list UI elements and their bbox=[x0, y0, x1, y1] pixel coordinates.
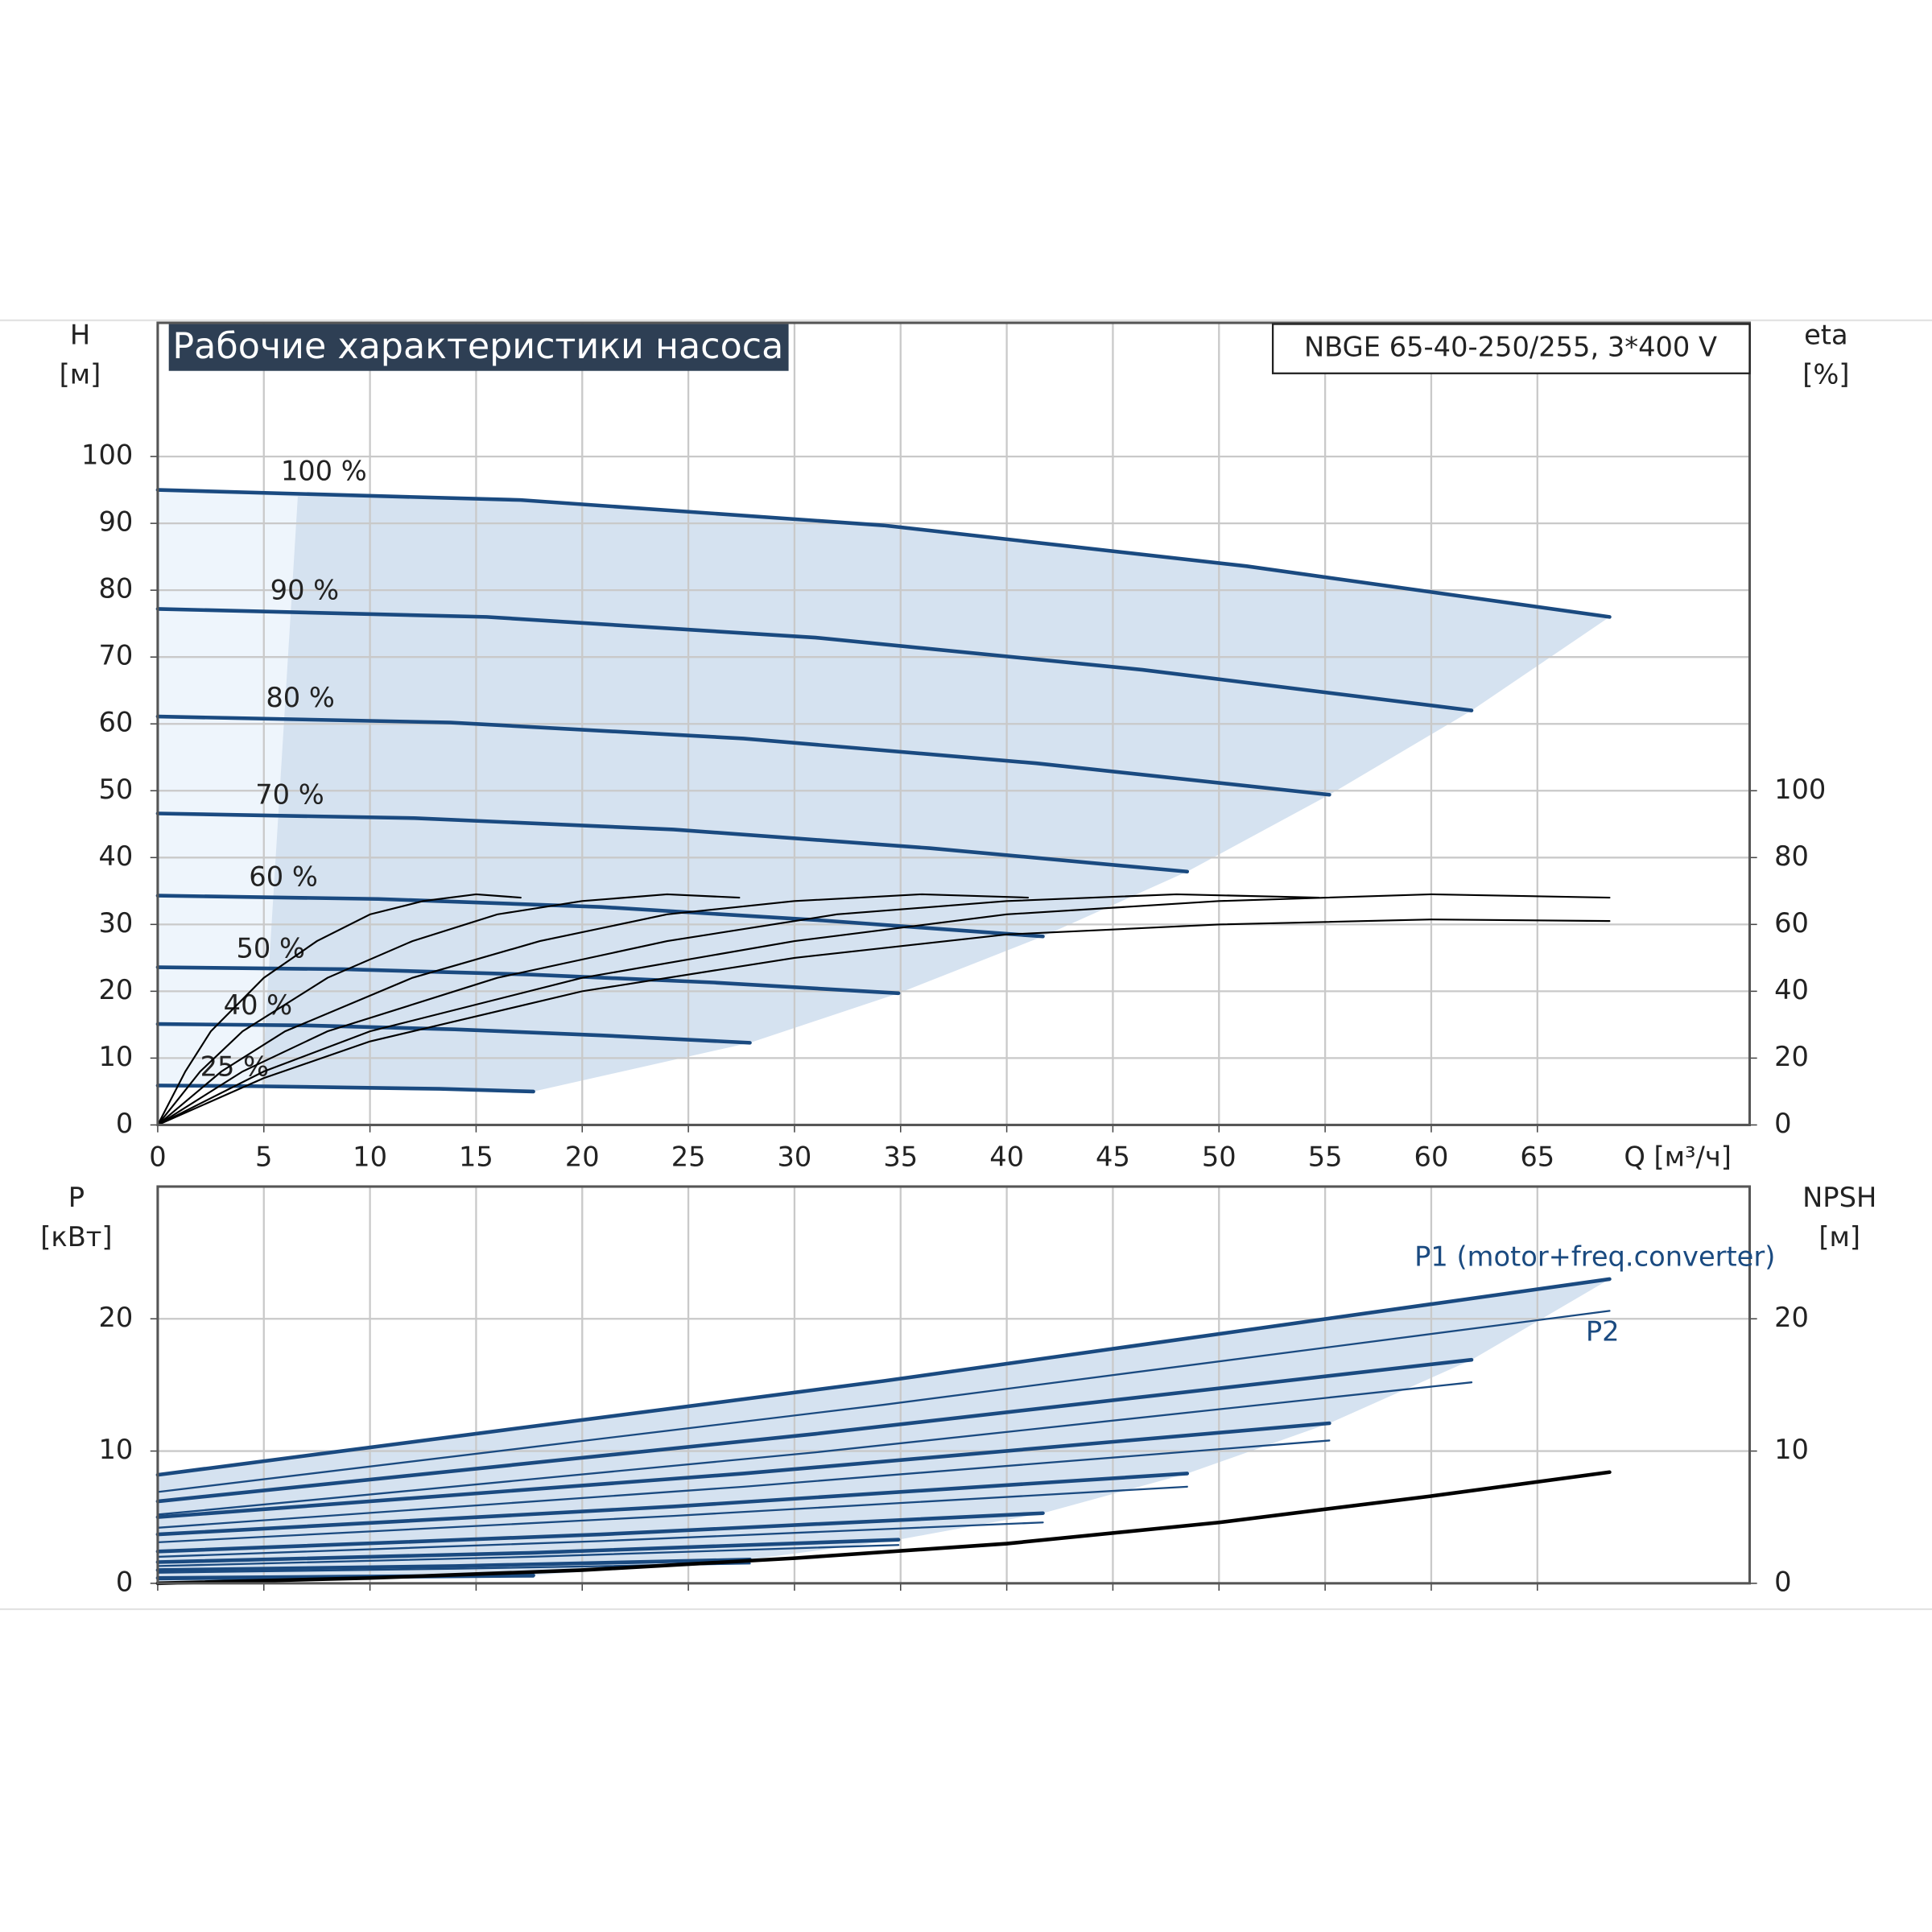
speed-label: 50 % bbox=[236, 933, 305, 964]
power-line bbox=[155, 1511, 1045, 1554]
y-tick-label: 60 bbox=[98, 707, 133, 738]
y-tick-label: 40 bbox=[98, 840, 133, 872]
head-line bbox=[155, 965, 901, 996]
x-tick-label: 5 bbox=[255, 1141, 272, 1172]
power-line bbox=[156, 1439, 1331, 1529]
power-line bbox=[155, 1538, 901, 1564]
y2-tick-label: 0 bbox=[1774, 1108, 1791, 1139]
head-line bbox=[155, 488, 1612, 619]
y-tick-label: 90 bbox=[98, 506, 133, 538]
annotation: P1 (motor+freq.converter) bbox=[1414, 1241, 1775, 1272]
model-label: NBGE 65-40-250/255, 3*400 V bbox=[1304, 332, 1717, 363]
x-tick-label: 45 bbox=[1096, 1141, 1130, 1172]
chart-title: Рабочие характеристики насоса bbox=[172, 326, 783, 367]
y2-tick-label: 0 bbox=[1774, 1566, 1791, 1597]
plot-frame bbox=[156, 1185, 1751, 1585]
power-line bbox=[155, 1558, 752, 1572]
y-axis-unit: [м] bbox=[60, 358, 101, 390]
head-line bbox=[155, 607, 1474, 712]
x-tick-label: 60 bbox=[1414, 1141, 1449, 1172]
speed-label: 90 % bbox=[270, 574, 340, 605]
y-tick-label: 20 bbox=[98, 1302, 133, 1333]
power-line bbox=[156, 1521, 1044, 1558]
x-axis-label: Q [м³/ч] bbox=[1624, 1141, 1732, 1172]
efficiency-line bbox=[156, 919, 1611, 1126]
efficiency-line bbox=[156, 893, 1320, 1126]
power-area bbox=[157, 1278, 1610, 1583]
speed-label: 40 % bbox=[224, 989, 293, 1021]
y-tick-label: 10 bbox=[98, 1041, 133, 1072]
y2-axis-unit: [м] bbox=[1818, 1221, 1860, 1253]
plot-frame bbox=[156, 321, 1751, 1126]
npsh-line bbox=[155, 1470, 1612, 1586]
y2-axis-label: eta bbox=[1804, 319, 1848, 350]
y-tick-label: 50 bbox=[98, 774, 133, 805]
efficiency-line bbox=[156, 893, 741, 1126]
x-tick-label: 35 bbox=[883, 1141, 918, 1172]
x-tick-label: 40 bbox=[989, 1141, 1024, 1172]
y-tick-label: 70 bbox=[98, 640, 133, 671]
y2-tick-label: 10 bbox=[1774, 1434, 1809, 1465]
speed-label: 100 % bbox=[281, 456, 367, 487]
y2-tick-label: 60 bbox=[1774, 907, 1809, 939]
x-tick-label: 20 bbox=[565, 1141, 600, 1172]
y2-tick-label: 100 bbox=[1774, 774, 1826, 805]
efficiency-line bbox=[156, 893, 1030, 1126]
y2-tick-label: 20 bbox=[1774, 1302, 1809, 1333]
power-line bbox=[155, 1277, 1612, 1477]
y-tick-label: 0 bbox=[116, 1566, 133, 1597]
y-axis-label: P bbox=[68, 1182, 85, 1213]
efficiency-line bbox=[156, 893, 522, 1126]
title-box bbox=[168, 324, 789, 371]
min-flow-area bbox=[157, 489, 298, 1086]
head-line bbox=[155, 894, 1045, 939]
power-line bbox=[156, 1381, 1473, 1516]
x-tick-label: 10 bbox=[353, 1141, 387, 1172]
efficiency-line bbox=[156, 893, 1611, 1126]
speed-label: 80 % bbox=[266, 682, 335, 713]
speed-label: 25 % bbox=[200, 1051, 270, 1083]
head-line bbox=[155, 1022, 752, 1045]
head-line bbox=[155, 714, 1331, 797]
y-tick-label: 30 bbox=[98, 907, 133, 939]
y-axis-unit: [кВт] bbox=[40, 1221, 112, 1253]
y2-axis-label: NPSH bbox=[1802, 1182, 1876, 1213]
y-tick-label: 100 bbox=[81, 440, 133, 471]
model-box bbox=[1271, 323, 1751, 374]
power-line bbox=[156, 1544, 900, 1567]
speed-label: 60 % bbox=[249, 861, 318, 893]
x-tick-label: 0 bbox=[149, 1141, 166, 1172]
y2-tick-label: 20 bbox=[1774, 1041, 1809, 1072]
y-tick-label: 80 bbox=[98, 573, 133, 605]
y-tick-label: 0 bbox=[116, 1108, 133, 1139]
annotation: P2 bbox=[1586, 1316, 1620, 1348]
y2-tick-label: 80 bbox=[1774, 840, 1809, 872]
x-tick-label: 25 bbox=[671, 1141, 706, 1172]
plot-layer: 0 5 10 15 20 25 30 35 40 45 50 55 60 65 0 10 20 30 40 50 60 7… bbox=[81, 321, 1826, 1597]
x-tick-label: 55 bbox=[1308, 1141, 1343, 1172]
y2-axis-unit: [%] bbox=[1802, 358, 1849, 390]
speed-label: 70 % bbox=[255, 779, 324, 811]
x-tick-label: 50 bbox=[1202, 1141, 1236, 1172]
x-tick-label: 15 bbox=[459, 1141, 493, 1172]
y2-tick-label: 40 bbox=[1774, 974, 1809, 1005]
y-tick-label: 10 bbox=[98, 1434, 133, 1465]
power-line bbox=[155, 1472, 1190, 1537]
power-line bbox=[155, 1421, 1331, 1519]
y-tick-label: 20 bbox=[98, 974, 133, 1005]
head-line bbox=[155, 811, 1190, 874]
power-line bbox=[155, 1357, 1474, 1504]
power-line bbox=[156, 1310, 1611, 1493]
y-axis-label: H bbox=[70, 319, 90, 350]
x-tick-label: 65 bbox=[1520, 1141, 1554, 1172]
x-tick-label: 30 bbox=[778, 1141, 812, 1172]
power-line bbox=[156, 1485, 1188, 1544]
